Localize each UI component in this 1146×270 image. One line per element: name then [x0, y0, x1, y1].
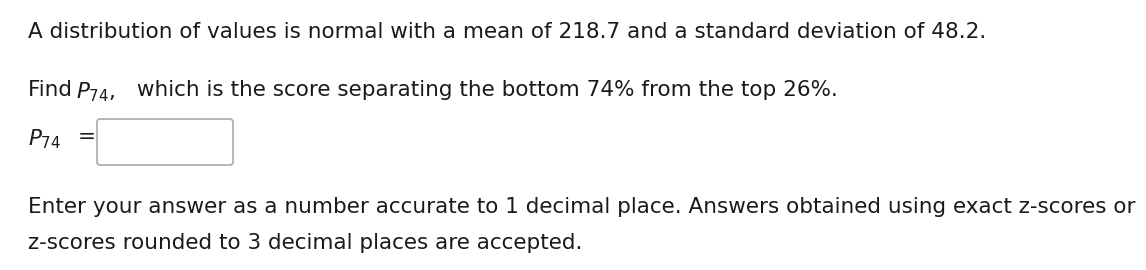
Text: $\it{P}_{74}$,: $\it{P}_{74}$,: [76, 80, 116, 104]
Text: Find: Find: [28, 80, 79, 100]
Text: z-scores rounded to 3 decimal places are accepted.: z-scores rounded to 3 decimal places are…: [28, 233, 582, 253]
Text: which is the score separating the bottom 74% from the top 26%.: which is the score separating the bottom…: [129, 80, 838, 100]
Text: =: =: [78, 127, 96, 147]
Text: A distribution of values is normal with a mean of 218.7 and a standard deviation: A distribution of values is normal with …: [28, 22, 987, 42]
Text: Enter your answer as a number accurate to 1 decimal place. Answers obtained usin: Enter your answer as a number accurate t…: [28, 197, 1136, 217]
FancyBboxPatch shape: [97, 119, 233, 165]
Text: $\it{P}_{74}$: $\it{P}_{74}$: [28, 127, 61, 151]
